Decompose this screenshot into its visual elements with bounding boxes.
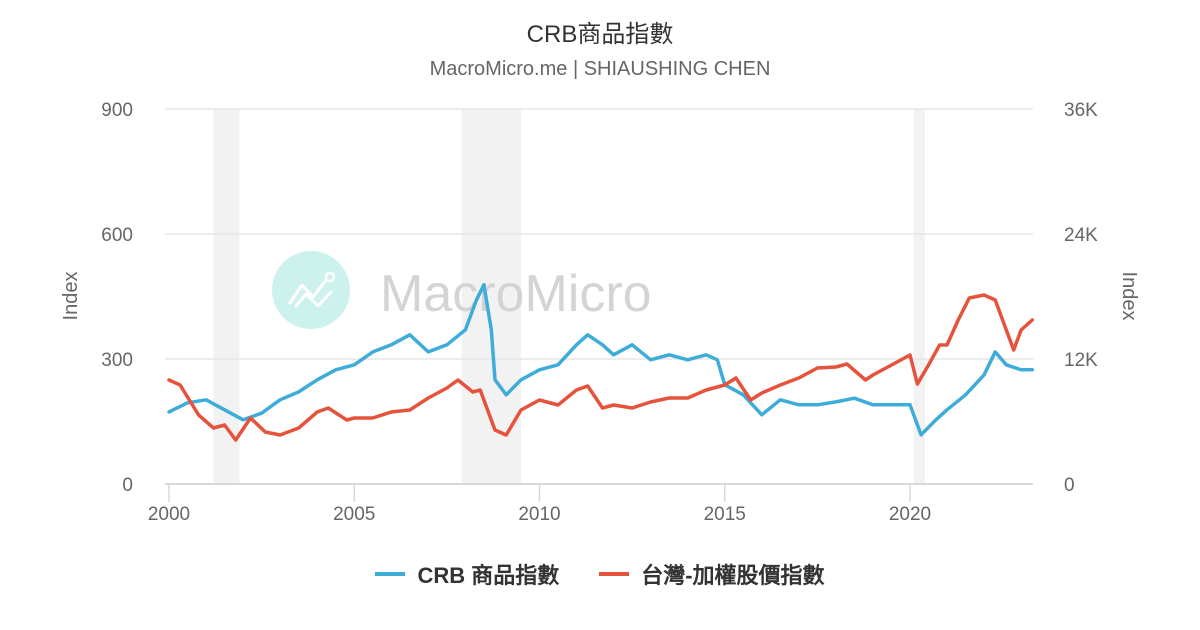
legend: CRB 商品指數 台灣-加權股價指數: [0, 558, 1200, 590]
left-axis-tick: 0: [122, 475, 133, 496]
twse-series-line[interactable]: [167, 293, 1035, 442]
right-axis-tick: 36K: [1064, 100, 1098, 121]
x-axis-tick: 2015: [704, 504, 746, 525]
x-axis-tick: 2005: [333, 504, 375, 525]
left-axis-tick: 900: [101, 100, 133, 121]
chart-title: CRB商品指數: [526, 21, 674, 48]
right-axis-title: Index: [1118, 272, 1140, 321]
recession-band: [213, 109, 240, 484]
legend-item-crb[interactable]: CRB 商品指數: [375, 558, 559, 590]
x-axis-tick: 2010: [518, 504, 560, 525]
left-axis-tick: 300: [101, 350, 133, 371]
x-axis-tick: 2000: [148, 504, 190, 525]
gridlines: [165, 108, 1033, 360]
recession-bands: [213, 109, 925, 484]
legend-label-crb: CRB 商品指數: [417, 563, 560, 588]
legend-label-twse: 台灣-加權股價指數: [641, 563, 825, 588]
axes: 0 0 300 12K 600 24K 900 36K 2000 2005 2010 2015 2020: [101, 100, 1098, 525]
left-axis-title: Index: [60, 272, 82, 321]
watermark: MacroMicro: [272, 251, 652, 329]
series-lines: [167, 283, 1035, 442]
x-axis-tick: 2020: [889, 504, 931, 525]
left-axis-tick: 600: [101, 225, 133, 246]
right-axis-tick: 12K: [1064, 350, 1098, 371]
chart-subtitle: MacroMicro.me | SHIAUSHING CHEN: [429, 58, 771, 80]
legend-item-twse[interactable]: 台灣-加權股價指數: [599, 558, 825, 590]
right-axis-tick: 0: [1064, 475, 1075, 496]
legend-swatch-twse: [599, 572, 630, 576]
recession-band: [913, 109, 925, 484]
watermark-text: MacroMicro: [380, 265, 652, 323]
legend-swatch-crb: [375, 572, 406, 576]
crb-series-line[interactable]: [167, 283, 1035, 437]
watermark-logo-icon: [272, 251, 350, 329]
right-axis-tick: 24K: [1064, 225, 1098, 246]
